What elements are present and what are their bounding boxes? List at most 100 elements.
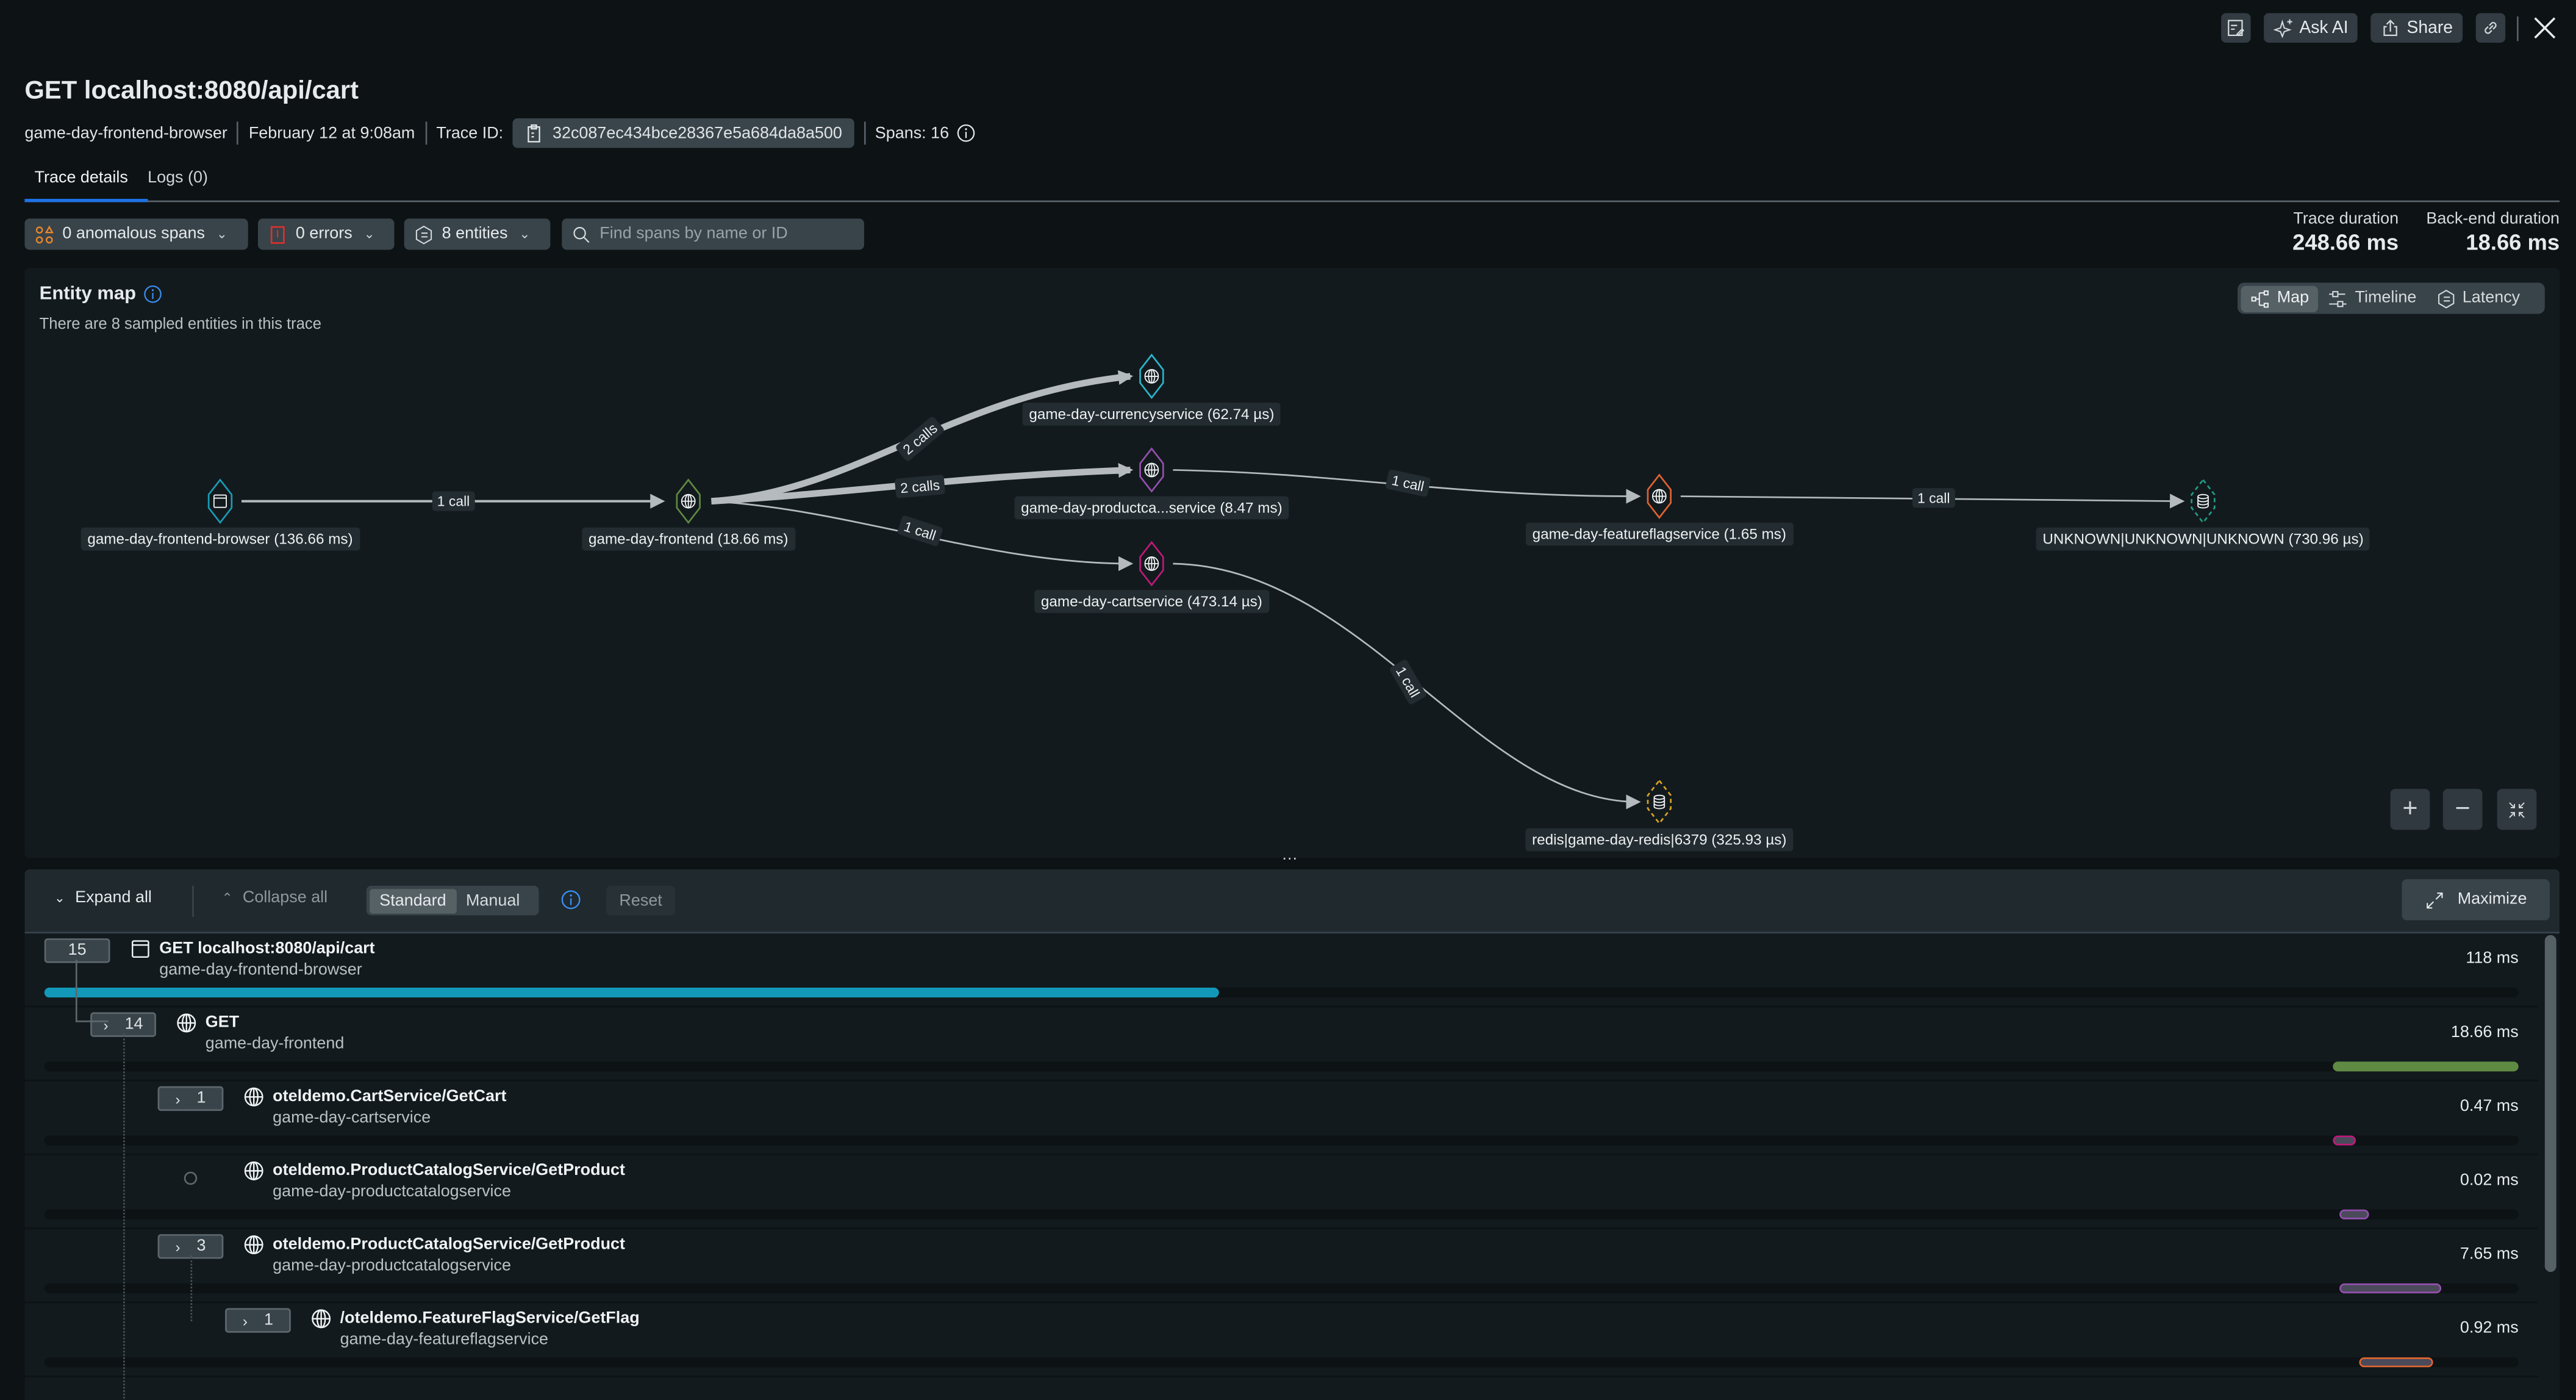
view-timeline-label: Timeline	[2355, 289, 2417, 307]
chevron-down-icon: ⌄	[54, 891, 65, 906]
span-duration-bar[interactable]	[2333, 1061, 2519, 1072]
span-expand-toggle[interactable]: › 1	[157, 1086, 224, 1111]
anomalous-spans-filter[interactable]: 0 anomalous spans ⌄	[24, 218, 248, 250]
entity-map-subtitle: There are 8 sampled entities in this tra…	[39, 315, 321, 334]
span-row[interactable]: oteldemo.ProductCatalogService/GetProduc…	[24, 1155, 2539, 1230]
span-timeline-track	[44, 1135, 2519, 1146]
ask-ai-button[interactable]: Ask AI	[2264, 13, 2358, 43]
entity-icon	[415, 224, 432, 244]
entities-label: 8 entities	[442, 225, 508, 243]
backend-duration: Back-end duration 18.66 ms	[2426, 210, 2560, 255]
tab-logs[interactable]: Logs (0)	[148, 169, 208, 188]
collapse-all-button[interactable]: ⌃ Collapse all	[222, 889, 328, 907]
span-duration: 0.47 ms	[2460, 1097, 2519, 1116]
chevron-down-icon: ⌄	[519, 226, 531, 242]
view-timeline-button[interactable]: Timeline	[2319, 285, 2426, 311]
span-expand-toggle[interactable]: › 1	[225, 1308, 291, 1333]
tab-trace-details[interactable]: Trace details	[34, 169, 128, 188]
info-icon[interactable]	[560, 889, 582, 910]
close-icon[interactable]	[2533, 16, 2556, 40]
entity-node-currency[interactable]	[1139, 353, 1164, 400]
span-row[interactable]: › 1 oteldemo.CartService/GetCart game-day-c…	[24, 1082, 2539, 1155]
expand-all-button[interactable]: ⌄ Expand all	[54, 889, 152, 907]
span-duration-bar[interactable]	[2359, 1357, 2433, 1368]
entity-map-panel	[24, 268, 2560, 858]
tree-connector	[75, 960, 79, 1022]
entity-node-unknown[interactable]	[2191, 478, 2216, 524]
scrollbar[interactable]	[2544, 935, 2556, 1273]
entity-node-featureflag[interactable]	[1647, 473, 1672, 519]
mode-manual-button[interactable]: Manual	[465, 891, 520, 910]
resize-handle[interactable]: …	[1281, 846, 1298, 864]
span-expand-toggle[interactable]: › 3	[157, 1234, 224, 1259]
entity-node-browser[interactable]	[207, 478, 233, 524]
maximize-button[interactable]: Maximize	[2402, 879, 2550, 921]
share-label: Share	[2406, 18, 2453, 38]
entity-node-label[interactable]: UNKNOWN|UNKNOWN|UNKNOWN (730.96 µs)	[2036, 527, 2370, 551]
share-button[interactable]: Share	[2370, 13, 2463, 43]
entity-node-frontend[interactable]	[676, 478, 701, 524]
collapse-arrows-icon	[2509, 801, 2525, 817]
child-count: 3	[196, 1237, 206, 1256]
span-service: game-day-productcatalogservice	[273, 1257, 512, 1276]
globe-icon	[312, 1309, 331, 1329]
span-list-toolbar: ⌄ Expand all ⌃ Collapse all Standard Man…	[24, 869, 2560, 934]
entity-node-label[interactable]: game-day-frontend-browser (136.66 ms)	[80, 527, 360, 551]
edit-report-button[interactable]	[2221, 13, 2251, 43]
info-icon[interactable]	[143, 284, 162, 304]
latency-icon	[2438, 289, 2454, 308]
entity-node-product[interactable]	[1139, 447, 1164, 493]
span-duration-bar[interactable]	[2339, 1283, 2442, 1294]
trace-id-copy-button[interactable]: 32c087ec434bce28367e5a684da8a500	[513, 118, 854, 148]
edge-label: 1 call	[1912, 488, 1955, 508]
span-duration-bar[interactable]	[44, 988, 1218, 998]
span-duration: 18.66 ms	[2450, 1024, 2519, 1042]
expand-all-label: Expand all	[75, 889, 152, 908]
collapse-all-label: Collapse all	[242, 889, 328, 908]
entity-node-label[interactable]: game-day-featureflagservice (1.65 ms)	[1525, 522, 1793, 546]
view-latency-button[interactable]: Latency	[2427, 285, 2530, 311]
entity-node-label[interactable]: game-day-frontend (18.66 ms)	[582, 527, 795, 551]
copy-link-button[interactable]	[2475, 13, 2506, 43]
entity-node-cart[interactable]	[1139, 540, 1164, 587]
entity-node-label[interactable]: redis|game-day-redis|6379 (325.93 µs)	[1525, 828, 1794, 852]
trace-id: 32c087ec434bce28367e5a684da8a500	[552, 124, 842, 143]
zoom-in-button[interactable]: +	[2390, 789, 2430, 830]
errors-filter[interactable]: 0 errors ⌄	[257, 218, 395, 250]
mode-standard-button[interactable]: Standard	[370, 888, 456, 913]
anomaly-icon	[35, 224, 54, 243]
span-search-input[interactable]: Find spans by name or ID	[562, 218, 864, 250]
entity-node-label[interactable]: game-day-cartservice (473.14 µs)	[1034, 590, 1269, 613]
span-duration-bar[interactable]	[2339, 1209, 2369, 1219]
link-icon	[2485, 22, 2497, 34]
entity-node-label[interactable]: game-day-productca...service (8.47 ms)	[1014, 496, 1289, 520]
span-timeline-track	[44, 1283, 2519, 1294]
zoom-out-button[interactable]: −	[2442, 789, 2483, 830]
edge-label: 1 call	[432, 491, 475, 511]
span-row[interactable]: 15 GET localhost:8080/api/cart game-day-fr…	[24, 933, 2539, 1008]
info-icon[interactable]	[956, 123, 975, 143]
divider	[424, 121, 427, 145]
globe-icon	[244, 1161, 263, 1180]
span-row[interactable]: › 3 oteldemo.ProductCatalogService/GetProd…	[24, 1229, 2539, 1304]
span-expand-toggle[interactable]: › 14	[90, 1012, 156, 1037]
span-duration-bar[interactable]	[2333, 1135, 2356, 1146]
reset-button[interactable]: Reset	[606, 886, 676, 916]
hexagon-shape	[207, 478, 233, 524]
view-map-button[interactable]: Map	[2241, 285, 2319, 312]
trace-duration: Trace duration 248.66 ms	[2292, 210, 2399, 255]
divider	[863, 121, 865, 145]
maximize-label: Maximize	[2457, 891, 2527, 909]
span-row[interactable]: › 1/oteldemo.FeatureFlagService/GetFlag ga…	[24, 1303, 2539, 1377]
entity-node-label[interactable]: game-day-currencyservice (62.74 µs)	[1022, 403, 1281, 426]
page-title: GET localhost:8080/api/cart	[24, 77, 359, 106]
entities-filter[interactable]: 8 entities ⌄	[404, 218, 551, 250]
span-list-panel: ⌄ Expand all ⌃ Collapse all Standard Man…	[24, 869, 2560, 1400]
span-timeline-track	[44, 1061, 2519, 1072]
fit-view-button[interactable]	[2497, 789, 2537, 830]
entity-node-redis[interactable]	[1647, 779, 1672, 825]
mode-toggle: Standard Manual	[366, 886, 539, 916]
span-duration: 0.02 ms	[2460, 1171, 2519, 1190]
entity-map-graph[interactable]	[0, 0, 2576, 871]
span-row[interactable]: › 14 GET game-day-frontend 18.66 ms	[24, 1007, 2539, 1082]
